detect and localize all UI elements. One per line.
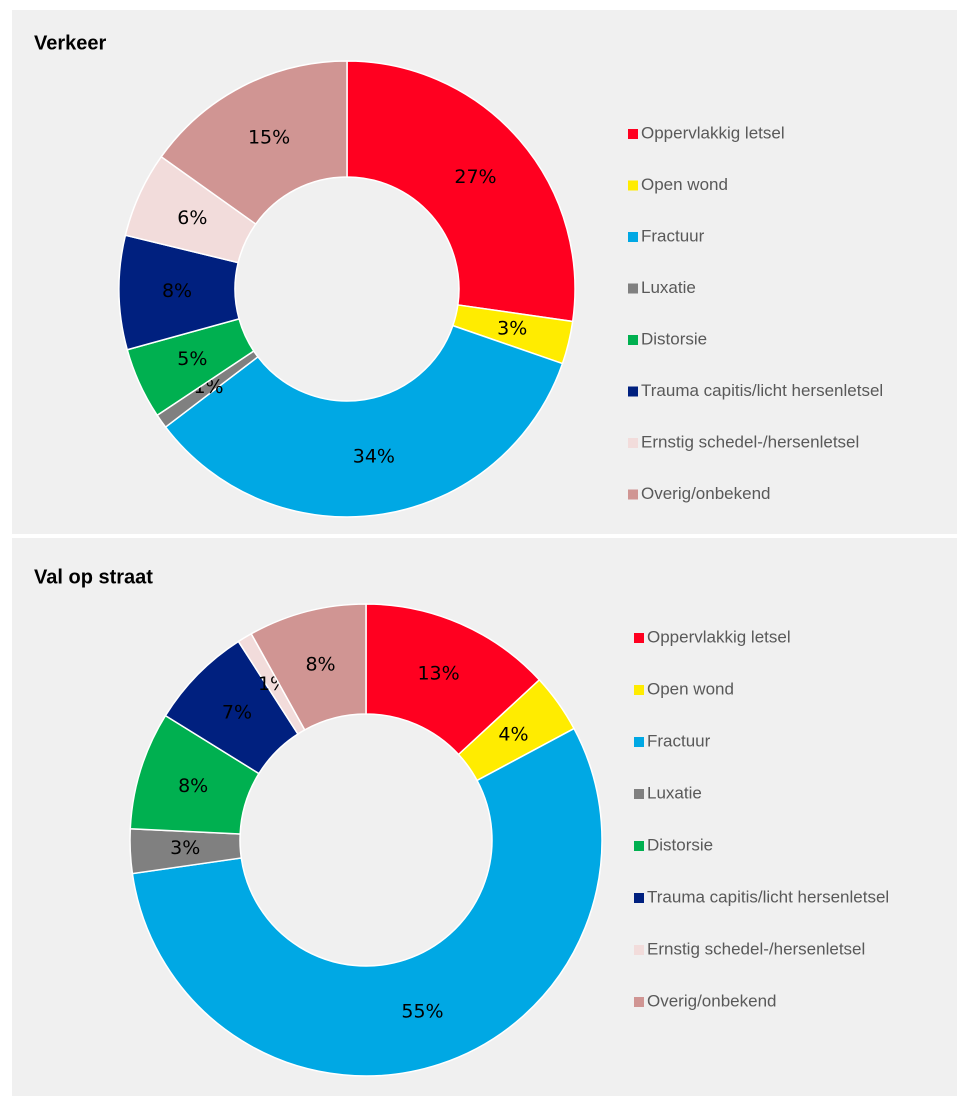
slice-label: 4% xyxy=(498,724,528,746)
legend-label: Luxatie xyxy=(647,783,702,802)
legend-label: Oppervlakkig letsel xyxy=(647,627,791,646)
legend-label: Open wond xyxy=(647,679,734,698)
slice xyxy=(250,603,367,731)
legend-label: Trauma capitis/licht hersenletsel xyxy=(647,887,889,906)
slice-label: 13% xyxy=(417,663,459,685)
chart-title: Val op straat xyxy=(34,566,153,588)
slice xyxy=(131,727,603,1077)
slice-label: 7% xyxy=(222,702,252,724)
slice-label: 8% xyxy=(178,775,208,797)
chart-title: Verkeer xyxy=(34,32,107,54)
slice-label: 27% xyxy=(454,166,496,188)
legend-swatch xyxy=(628,489,638,500)
legend-swatch xyxy=(634,685,644,695)
slice-label: 55% xyxy=(401,1000,443,1022)
legend-swatch xyxy=(628,386,638,397)
legend-swatch xyxy=(634,841,644,851)
legend-label: Ernstig schedel-/hersenletsel xyxy=(647,939,865,958)
legend-swatch xyxy=(628,335,638,345)
legend-label: Fractuur xyxy=(641,226,705,245)
legend-swatch xyxy=(634,789,644,799)
legend-swatch xyxy=(628,232,638,242)
slice-label: 8% xyxy=(305,653,335,675)
legend-swatch xyxy=(634,893,644,903)
slice xyxy=(164,324,564,518)
legend-swatch xyxy=(628,180,638,191)
legend-swatch xyxy=(628,129,638,139)
slice-label: 15% xyxy=(248,126,290,148)
legend-label: Open wond xyxy=(641,175,728,194)
legend-label: Overig/onbekend xyxy=(641,484,770,503)
legend-swatch xyxy=(634,737,644,747)
legend-label: Trauma capitis/licht hersenletsel xyxy=(641,381,883,400)
slice-label: 3% xyxy=(170,837,200,859)
slice-label: 3% xyxy=(497,318,527,340)
legend-label: Oppervlakkig letsel xyxy=(641,123,785,142)
slice xyxy=(160,60,348,226)
slice xyxy=(346,60,576,323)
legend-label: Distorsie xyxy=(647,835,713,854)
slice-label: 34% xyxy=(353,445,395,467)
legend-label: Fractuur xyxy=(647,731,711,750)
slice-label: 6% xyxy=(177,207,207,229)
legend-swatch xyxy=(628,438,638,448)
legend-swatch xyxy=(634,945,644,955)
legend-swatch xyxy=(634,633,644,643)
legend-swatch xyxy=(628,283,638,294)
legend-swatch xyxy=(634,997,644,1007)
legend-label: Ernstig schedel-/hersenletsel xyxy=(641,432,859,451)
slice-label: 5% xyxy=(177,348,207,370)
legend-label: Distorsie xyxy=(641,329,707,348)
legend-label: Overig/onbekend xyxy=(647,991,776,1010)
legend-label: Luxatie xyxy=(641,278,696,297)
slice-label: 8% xyxy=(162,280,192,302)
